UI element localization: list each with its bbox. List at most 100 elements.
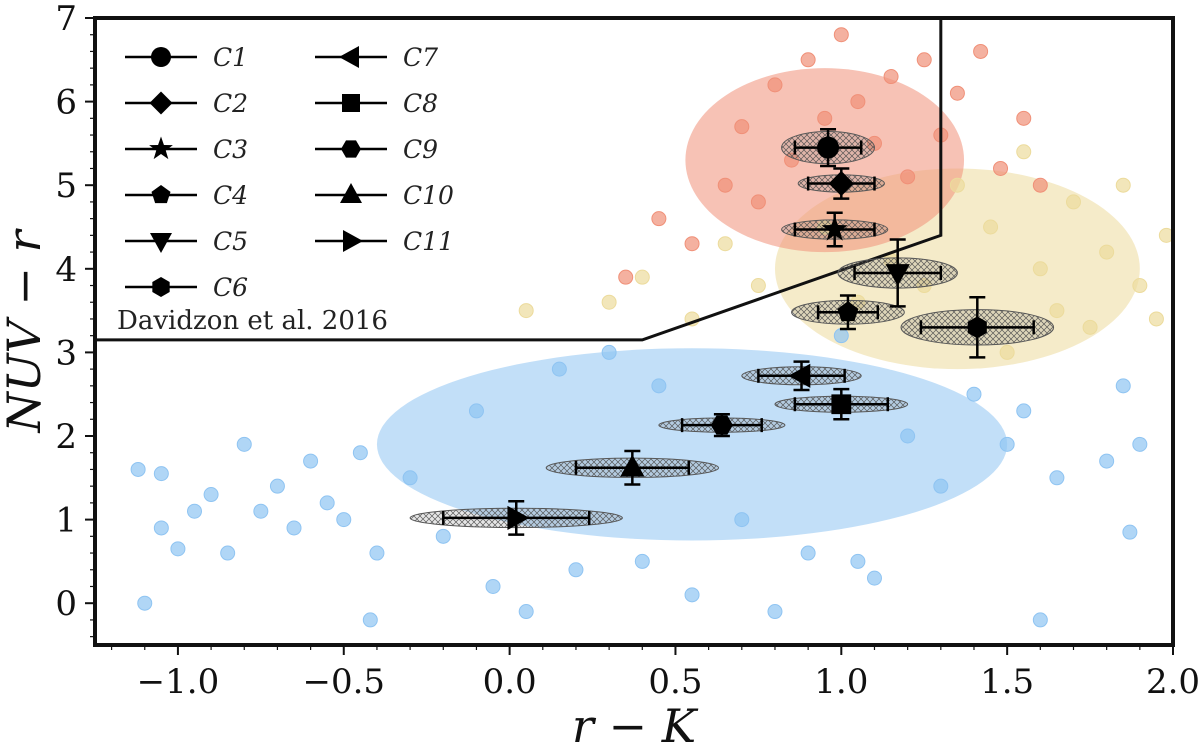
star-forming-point — [319, 495, 335, 511]
star-forming-point — [800, 545, 816, 561]
cluster-markers — [507, 136, 987, 531]
y-tick-label: 4 — [55, 250, 77, 290]
legend-marker-c5 — [150, 233, 172, 253]
c8-marker — [831, 394, 852, 415]
c7-marker — [788, 363, 811, 388]
legend-item-c2: C2 — [125, 89, 248, 118]
x-tick-label: 2.0 — [1146, 662, 1200, 702]
quiescent-point — [850, 94, 866, 110]
star-forming-point — [485, 578, 501, 594]
legend-marker-c4 — [151, 185, 171, 204]
star-forming-point — [203, 487, 219, 503]
x-axis-title: r − K — [572, 699, 699, 753]
c3-marker — [821, 215, 848, 241]
legend-marker-c1 — [151, 47, 171, 67]
quiescent-point — [817, 110, 833, 126]
legend-marker-c8 — [342, 94, 360, 112]
x-tick-label: 1.0 — [814, 662, 868, 702]
star-forming-point — [933, 478, 949, 494]
star-forming-point — [634, 553, 650, 569]
star-forming-point — [435, 528, 451, 544]
quiescent-point — [973, 43, 989, 59]
c11-marker — [507, 505, 530, 531]
star-forming-point — [850, 553, 866, 569]
legend-label: C4 — [213, 181, 248, 210]
legend-label: C7 — [403, 43, 438, 72]
star-forming-point — [684, 587, 700, 603]
c6-marker — [967, 316, 987, 339]
legend-item-c9: C9 — [315, 135, 438, 164]
y-tick-label: 5 — [55, 166, 77, 206]
star-forming-point — [518, 604, 534, 620]
c5-marker — [885, 264, 910, 287]
intermediate-point — [634, 269, 650, 285]
star-forming-point — [137, 595, 153, 611]
star-forming-point — [1049, 470, 1065, 486]
legend-item-c11: C11 — [315, 227, 454, 256]
y-tick-label: 7 — [55, 0, 77, 39]
star-forming-point — [187, 503, 203, 519]
star-forming-point — [734, 512, 750, 528]
intermediate-point — [1132, 278, 1148, 294]
legend-label: C6 — [213, 273, 248, 302]
star-forming-point — [601, 344, 617, 360]
star-forming-point — [362, 612, 378, 628]
y-axis-title: NUV − r — [0, 227, 51, 433]
intermediate-point — [1032, 261, 1048, 277]
star-forming-point — [286, 520, 302, 536]
intermediate-point — [1082, 319, 1098, 335]
star-forming-point — [966, 386, 982, 402]
c2-marker — [828, 170, 854, 197]
star-forming-point — [833, 328, 849, 344]
legend-label: C1 — [213, 43, 248, 72]
quiescent-point — [1032, 177, 1048, 193]
star-forming-point — [236, 436, 252, 452]
c9-marker — [710, 415, 733, 435]
intermediate-point — [1099, 244, 1115, 260]
quiescent-point — [684, 236, 700, 252]
reference-annotation: Davidzon et al. 2016 — [117, 306, 388, 336]
intermediate-point — [1148, 311, 1164, 327]
y-tick-label: 3 — [55, 333, 77, 373]
x-tick-label: 1.5 — [980, 662, 1034, 702]
quiescent-point — [949, 85, 965, 101]
y-tick-label: 6 — [55, 83, 77, 123]
legend-marker-c6 — [152, 277, 170, 297]
legend-marker-c7 — [339, 46, 359, 68]
legend-item-c3: C3 — [125, 135, 248, 164]
legend-item-c10: C10 — [315, 181, 454, 210]
star-forming-point — [1099, 453, 1115, 469]
x-tick-label: −1.0 — [137, 662, 220, 702]
legend-label: C10 — [403, 181, 454, 210]
y-tick-label: 1 — [55, 501, 77, 541]
star-forming-point — [303, 453, 319, 469]
legend-item-c4: C4 — [125, 181, 248, 210]
star-forming-point — [253, 503, 269, 519]
intermediate-point — [750, 278, 766, 294]
intermediate-point — [999, 344, 1015, 360]
star-forming-point — [568, 562, 584, 578]
quiescent-point — [1016, 110, 1032, 126]
intermediate-point — [1049, 303, 1065, 319]
star-forming-point — [1016, 403, 1032, 419]
intermediate-point — [1065, 194, 1081, 210]
legend-item-c1: C1 — [125, 43, 248, 72]
quiescent-point — [800, 52, 816, 68]
quiescent-point — [883, 69, 899, 85]
x-tick-label: 0.5 — [648, 662, 702, 702]
legend-item-c5: C5 — [125, 227, 248, 256]
x-tick-label: 0.0 — [483, 662, 537, 702]
legend-label: C8 — [403, 89, 438, 118]
legend-label: C2 — [213, 89, 248, 118]
star-forming-point — [651, 378, 667, 394]
quiescent-point — [833, 27, 849, 43]
legend-marker-c9 — [341, 140, 361, 158]
quiescent-point — [750, 194, 766, 210]
star-forming-point — [900, 428, 916, 444]
legend-item-c6: C6 — [125, 273, 248, 302]
axis-ticks: −1.0 −0.5 0.0 0.5 1.0 1.5 2.0 0 1 2 3 4 5 6 7 — [55, 0, 1200, 702]
c4-marker — [837, 301, 859, 322]
star-forming-point — [352, 445, 368, 461]
star-forming-point — [153, 520, 169, 536]
